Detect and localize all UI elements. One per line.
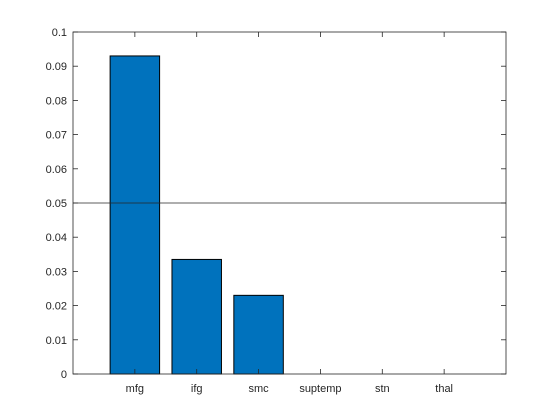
bar-mfg [109,55,161,375]
bar-smc [233,294,284,375]
bar-ifg [171,258,222,375]
y-tick-label: 0.06 [46,164,67,176]
y-tick-label: 0.05 [46,198,67,210]
y-tick-label: 0.03 [46,266,67,278]
y-tick-label: 0.02 [46,301,67,313]
y-tick-label: 0.04 [46,232,67,244]
x-tick-label-suptemp: suptemp [299,383,341,395]
y-ticks-group: 0 0.01 0.02 0.03 0.04 0.05 0.06 0.07 0.08 0.09 0.1 [46,27,506,381]
y-tick-label: 0.07 [46,130,67,142]
x-ticks-group: mfg ifg smc suptemp stn thal [126,32,453,395]
y-tick-label: 0.08 [46,95,67,107]
x-tick-label-thal: thal [435,383,453,395]
x-tick-label-stn: stn [375,383,390,395]
x-tick-label-mfg: mfg [126,383,144,395]
y-tick-label: 0.01 [46,335,67,347]
x-tick-label-smc: smc [248,383,269,395]
x-tick-label-ifg: ifg [191,383,203,395]
y-tick-label: 0.1 [52,27,67,39]
bars-group [109,55,284,375]
y-tick-label: 0 [61,369,67,381]
y-tick-label: 0.09 [46,61,67,73]
